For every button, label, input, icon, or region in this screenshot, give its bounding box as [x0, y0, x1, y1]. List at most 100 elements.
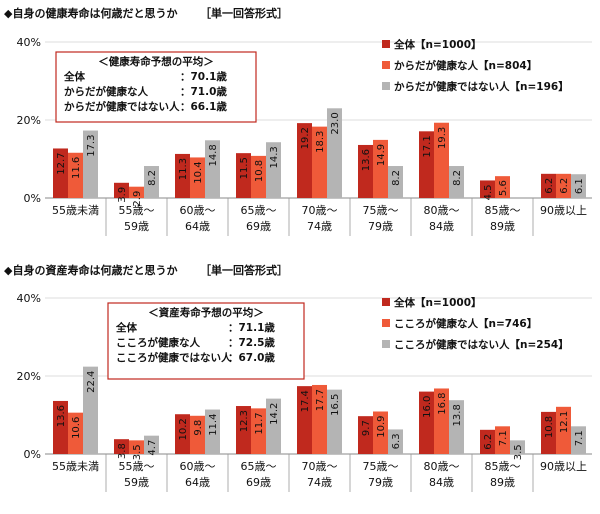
bar-value-label: 22.4	[86, 371, 97, 393]
legend-label: 全体【n=1000】	[393, 296, 482, 309]
bar	[571, 174, 586, 198]
bar-value-label: 16.8	[437, 392, 448, 414]
bar	[190, 415, 205, 454]
category-label: 60歳～	[180, 204, 216, 217]
legend-label: からだが健康な人【n=804】	[394, 59, 537, 72]
bar	[205, 409, 220, 454]
bar	[205, 140, 220, 198]
bar	[297, 386, 312, 454]
legend-swatch	[382, 61, 390, 69]
legend-label: からだが健康ではない人【n=196】	[394, 80, 569, 93]
category-label: 55歳～	[119, 204, 155, 217]
bar-value-label: 16.0	[422, 396, 433, 418]
legend: 全体【n=1000】からだが健康な人【n=804】からだが健康ではない人【n=1…	[382, 38, 569, 93]
category-label: 69歳	[246, 476, 271, 489]
category-label: 75歳～	[363, 204, 399, 217]
category-label: 90歳以上	[540, 460, 587, 473]
average-box-title: ＜健康寿命予想の平均＞	[98, 55, 214, 68]
bar-value-label: 10.2	[178, 418, 189, 440]
bar-value-label: 4.7	[147, 440, 158, 456]
bar-value-label: 5.6	[498, 180, 509, 196]
category-label: 69歳	[246, 220, 271, 233]
average-box-title: ＜資産寿命予想の平均＞	[148, 306, 264, 319]
bar	[327, 389, 342, 454]
legend-swatch	[382, 40, 390, 48]
category-label: 84歳	[429, 476, 454, 489]
bar	[68, 152, 83, 198]
category-label: 59歳	[124, 476, 149, 489]
legend-swatch	[382, 298, 390, 306]
average-box-frame	[55, 51, 257, 123]
legend-label: 全体【n=1000】	[393, 38, 482, 51]
average-row-value: ：67.0歳	[228, 351, 275, 364]
bar-value-label: 16.5	[330, 394, 341, 416]
bar-value-label: 17.7	[315, 389, 326, 411]
question-type: ［単一回答形式］	[200, 6, 288, 20]
bar	[266, 398, 281, 454]
bar	[236, 406, 251, 454]
bar	[480, 180, 495, 198]
chart-title: ◆自身の資産寿命は何歳だと思うか	[4, 263, 177, 277]
category-label: 85歳～	[485, 204, 521, 217]
category-label: 74歳	[307, 220, 332, 233]
bar-value-label: 14.2	[269, 403, 280, 425]
bar	[114, 439, 129, 454]
bar-value-label: 18.3	[315, 131, 326, 153]
bar-value-label: 11.3	[178, 158, 189, 180]
bar	[251, 155, 266, 198]
category-label: 75歳～	[363, 460, 399, 473]
category-label: 64歳	[185, 476, 210, 489]
category-label: 64歳	[185, 220, 210, 233]
bar-value-label: 9.7	[361, 420, 372, 436]
category-label: 89歳	[490, 476, 515, 489]
bar-value-label: 14.9	[376, 144, 387, 166]
bar	[495, 426, 510, 454]
chart-panel-1: ◆自身の健康寿命は何歳だと思うか ［単一回答形式］ 0% 20% 40% 12.7 11.6…	[4, 6, 592, 236]
bar	[53, 148, 68, 198]
bar-value-label: 3.8	[117, 443, 128, 459]
bar-value-label: 3.9	[117, 187, 128, 203]
bar	[419, 131, 434, 198]
category-label: 59歳	[124, 220, 149, 233]
bar-value-label: 10.8	[544, 416, 555, 438]
bar-value-label: 17.4	[300, 390, 311, 412]
bar	[53, 400, 68, 454]
bar-value-label: 11.5	[239, 157, 250, 179]
category-label: 80歳～	[424, 460, 460, 473]
bar	[449, 166, 464, 198]
bar	[358, 416, 373, 454]
bar-value-label: 6.3	[391, 433, 402, 449]
bar	[388, 429, 403, 454]
average-row-label: 全体	[63, 70, 85, 83]
bar	[83, 366, 98, 454]
bar	[129, 186, 144, 198]
y-tick-label: 40%	[17, 36, 41, 49]
bar	[251, 408, 266, 454]
bar-value-label: 3.5	[513, 444, 524, 460]
bar-value-label: 9.8	[193, 420, 204, 436]
bar-value-label: 11.6	[71, 157, 82, 179]
legend: 全体【n=1000】こころが健康な人【n=746】こころが健康ではない人【n=2…	[382, 296, 569, 351]
bar	[434, 122, 449, 198]
bar	[556, 406, 571, 454]
question-type: ［単一回答形式］	[200, 263, 288, 277]
category-label: 60歳～	[180, 460, 216, 473]
bar-value-label: 7.1	[574, 430, 585, 446]
category-label: 70歳～	[302, 204, 338, 217]
category-label: 74歳	[307, 476, 332, 489]
category-label: 55歳未満	[52, 460, 99, 473]
average-row-value: ：71.1歳	[228, 321, 275, 334]
bar-value-label: 8.2	[452, 170, 463, 186]
bar	[434, 388, 449, 454]
bar	[312, 384, 327, 454]
bar-value-label: 6.2	[483, 434, 494, 450]
bar-value-label: 8.2	[147, 170, 158, 186]
bar-value-label: 6.2	[559, 178, 570, 194]
bar	[373, 411, 388, 454]
bar-value-label: 4.5	[483, 184, 494, 200]
bar	[129, 440, 144, 454]
bar-value-label: 11.4	[208, 414, 219, 436]
bar	[144, 166, 159, 198]
bar-value-label: 19.3	[437, 127, 448, 149]
